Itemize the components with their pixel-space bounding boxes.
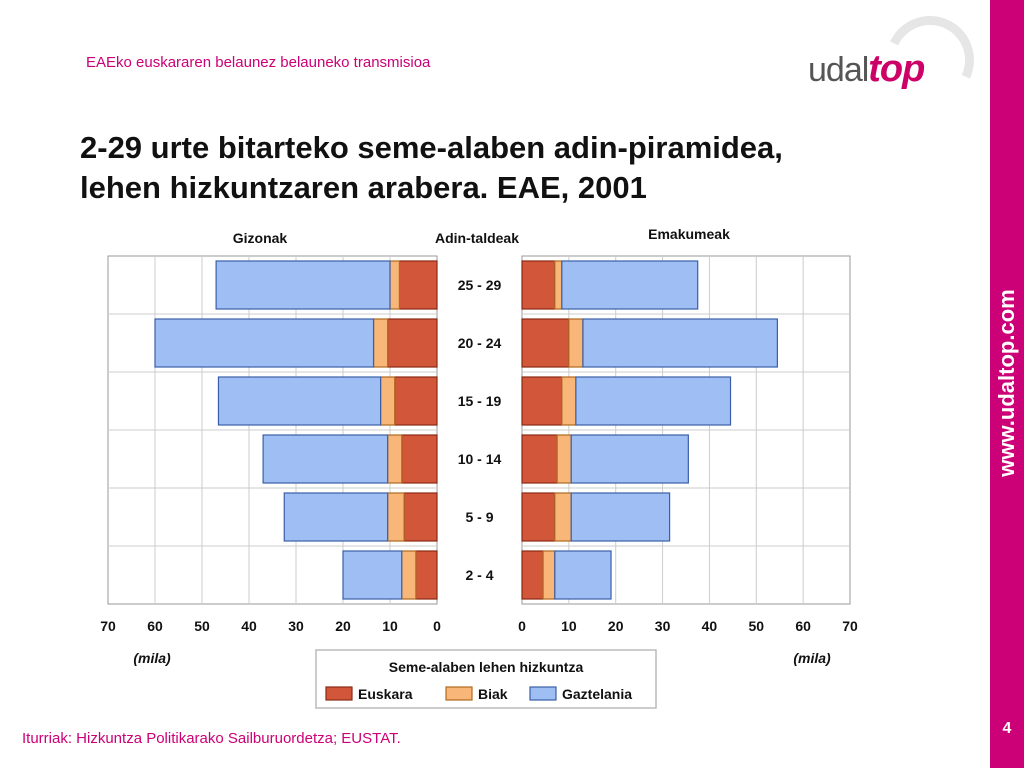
age-group-label: 5 - 9 [465, 509, 493, 525]
logo-text: udaltop [808, 48, 925, 91]
legend-label-biak: Biak [478, 686, 508, 702]
bar-gizonak-euskara [387, 318, 438, 368]
bar-gizonak-euskara [398, 260, 438, 310]
bar-emakumeak-euskara [521, 318, 570, 368]
bar-gizonak-biak [401, 550, 417, 600]
center-label: Adin-taldeak [435, 230, 519, 246]
x-tick-left: 0 [433, 618, 441, 634]
x-tick-right: 0 [518, 618, 526, 634]
bar-gizonak-gaztelania [342, 550, 403, 600]
bar-emakumeak-biak [561, 376, 577, 426]
bar-gizonak-biak [380, 376, 396, 426]
page-number: 4 [1002, 720, 1012, 737]
bar-emakumeak-gaztelania [561, 260, 699, 310]
x-tick-left: 20 [335, 618, 351, 634]
bar-gizonak-gaztelania [217, 376, 382, 426]
bar-gizonak-euskara [415, 550, 438, 600]
bar-emakumeak-euskara [521, 434, 558, 484]
x-tick-right: 50 [748, 618, 764, 634]
bar-gizonak-gaztelania [283, 492, 389, 542]
left-label: Gizonak [233, 230, 288, 246]
x-tick-right: 60 [795, 618, 811, 634]
x-tick-right: 10 [561, 618, 577, 634]
left-unit: (mila) [133, 650, 171, 666]
age-group-label: 25 - 29 [458, 277, 502, 293]
bar-gizonak-biak [389, 260, 400, 310]
age-group-label: 10 - 14 [458, 451, 502, 467]
bar-gizonak-gaztelania [154, 318, 375, 368]
bar-gizonak-gaztelania [262, 434, 389, 484]
x-tick-right: 70 [842, 618, 858, 634]
logo-part2: top [868, 48, 925, 90]
bar-emakumeak-biak [554, 260, 563, 310]
bar-gizonak-biak [372, 318, 389, 368]
slide-title-line2: lehen hizkuntzaren arabera. EAE, 2001 [80, 170, 647, 205]
right-unit: (mila) [793, 650, 831, 666]
legend-swatch-euskara [325, 686, 353, 701]
bar-emakumeak-gaztelania [570, 434, 689, 484]
legend-box [315, 649, 657, 709]
legend-label-gaztelania: Gaztelania [562, 686, 632, 702]
slide-title-line1: 2-29 urte bitarteko seme-alaben adin-pir… [80, 130, 783, 165]
legend-label-euskara: Euskara [358, 686, 413, 702]
logo-part1: udal [808, 51, 869, 89]
bar-gizonak-biak [387, 434, 403, 484]
slide-title: 2-29 urte bitarteko seme-alaben adin-pir… [80, 128, 900, 208]
right-label: Emakumeak [648, 226, 730, 242]
udaltop-logo: udaltop [808, 3, 987, 117]
bar-emakumeak-gaztelania [570, 492, 671, 542]
side-bar [990, 0, 1024, 768]
source-note: Iturriak: Hizkuntza Politikarako Sailbur… [22, 730, 401, 747]
bar-emakumeak-gaztelania [582, 318, 778, 368]
bar-emakumeak-biak [554, 492, 572, 542]
bar-emakumeak-euskara [521, 376, 563, 426]
age-group-label: 2 - 4 [465, 567, 493, 583]
bar-emakumeak-biak [556, 434, 572, 484]
age-group-label: 15 - 19 [458, 393, 502, 409]
bar-emakumeak-gaztelania [554, 550, 612, 600]
bar-gizonak-biak [387, 492, 405, 542]
x-tick-right: 40 [702, 618, 718, 634]
legend: Seme-alaben lehen hizkuntza Euskara Biak G… [315, 649, 657, 709]
bar-gizonak-euskara [401, 434, 438, 484]
x-tick-left: 40 [241, 618, 257, 634]
bar-emakumeak-euskara [521, 550, 544, 600]
x-tick-left: 70 [100, 618, 116, 634]
x-tick-right: 30 [655, 618, 671, 634]
x-tick-left: 10 [382, 618, 398, 634]
bar-emakumeak-gaztelania [575, 376, 732, 426]
legend-title: Seme-alaben lehen hizkuntza [389, 659, 584, 675]
bar-gizonak-euskara [403, 492, 438, 542]
x-tick-left: 60 [147, 618, 163, 634]
presentation-subtitle: EAEko euskararen belaunez belauneko tran… [86, 54, 431, 71]
bar-emakumeak-biak [568, 318, 584, 368]
bar-emakumeak-euskara [521, 260, 556, 310]
bar-emakumeak-biak [542, 550, 556, 600]
x-tick-right: 20 [608, 618, 624, 634]
x-tick-left: 30 [288, 618, 304, 634]
bar-gizonak-gaztelania [215, 260, 391, 310]
x-tick-left: 50 [194, 618, 210, 634]
legend-swatch-gaztelania [529, 686, 557, 701]
bar-gizonak-euskara [394, 376, 438, 426]
legend-swatch-biak [445, 686, 473, 701]
bar-emakumeak-euskara [521, 492, 556, 542]
age-group-label: 20 - 24 [458, 335, 502, 351]
